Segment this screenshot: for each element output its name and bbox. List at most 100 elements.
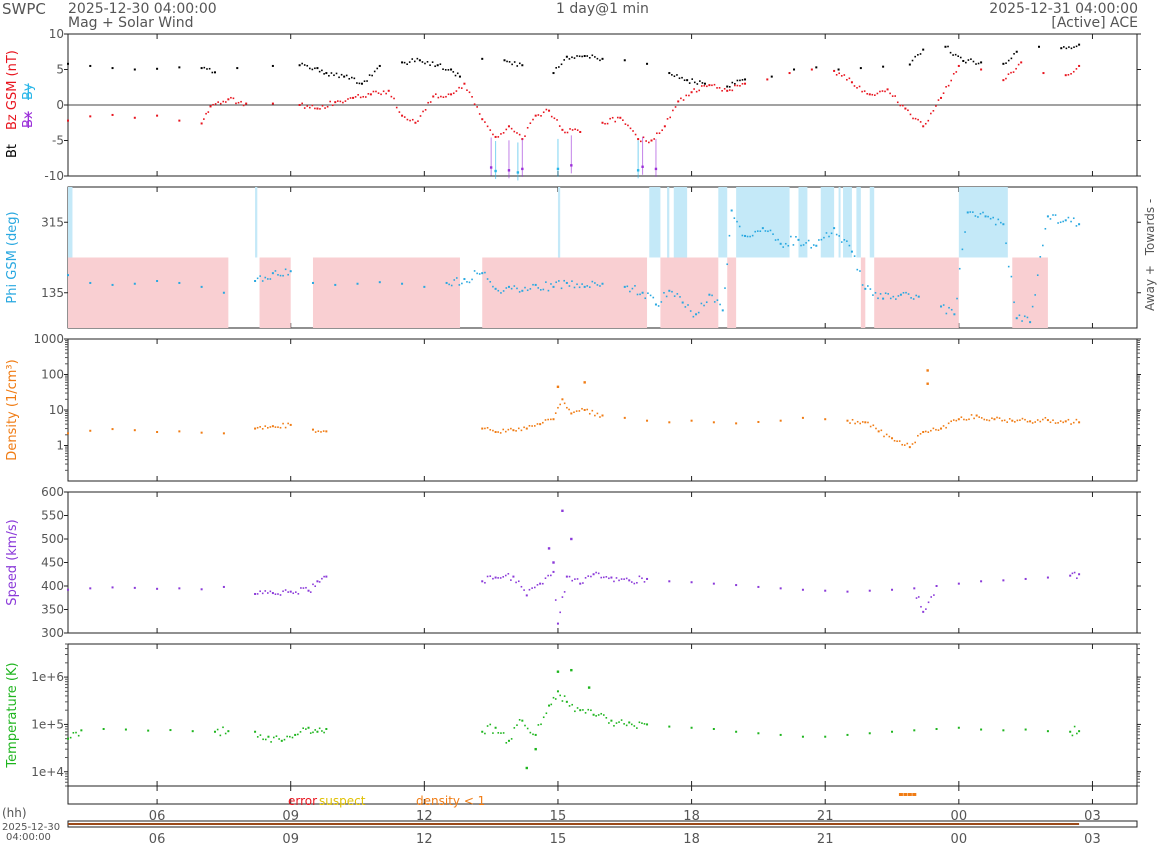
temperature-point: [191, 730, 194, 733]
bz-gsm-point: [471, 95, 473, 98]
bz-gsm-point: [788, 72, 791, 75]
phi-gsm-point: [261, 280, 264, 282]
phi-gsm-point: [1010, 275, 1013, 278]
bt-point: [366, 80, 368, 82]
bz-gsm-point: [532, 118, 534, 121]
density-point: [963, 418, 965, 421]
y-tick-label: 350: [41, 603, 64, 617]
towards-sector-band: [667, 187, 670, 258]
panel-flags: [67, 785, 1138, 805]
bz-gsm-point: [401, 114, 404, 117]
bt-point: [444, 69, 447, 71]
speed-point: [497, 577, 499, 579]
phi-gsm-point: [882, 297, 885, 300]
phi-gsm-point: [966, 211, 969, 214]
bt-point: [954, 53, 957, 56]
phi-gsm-point: [800, 244, 802, 247]
temperature-point: [623, 723, 625, 725]
speed-point: [610, 576, 613, 579]
density-point: [922, 431, 925, 434]
density-point: [1026, 420, 1029, 423]
bt-point: [917, 54, 919, 56]
panel-density: 1000 100 10 1 Density (1/cm³): [5, 332, 1141, 482]
bt-point: [481, 57, 484, 60]
density-point: [581, 407, 583, 410]
speed-point: [927, 601, 930, 604]
phi-gsm-point: [815, 244, 818, 247]
bz-gsm-point: [225, 101, 227, 103]
bz-gsm-point: [372, 90, 375, 93]
bz-gsm-point: [669, 116, 672, 119]
phi-gsm-point: [1021, 320, 1023, 322]
phi-gsm-point: [466, 281, 468, 283]
bz-gsm-point: [526, 126, 529, 129]
phi-axis-label: Phi GSM (deg): [5, 211, 20, 303]
density-point: [993, 418, 996, 421]
bt-point: [959, 56, 962, 59]
density-point: [578, 410, 581, 412]
end-time-label: 2025-12-31 04:00:00: [989, 1, 1138, 17]
temperature-point: [524, 724, 526, 727]
bz-gsm-point: [637, 138, 640, 141]
temperature-point: [286, 735, 288, 738]
speed-point: [269, 590, 272, 593]
bz-gsm-point: [395, 106, 398, 109]
phi-gsm-point: [665, 295, 668, 298]
speed-point: [222, 585, 225, 588]
bz-gsm-point: [843, 74, 846, 76]
bz-gsm-point: [133, 116, 136, 119]
bt-point: [980, 61, 983, 64]
phi-gsm-point: [586, 285, 589, 287]
bz-gsm-point: [698, 89, 701, 92]
bz-gsm-point: [364, 96, 367, 98]
phi-gsm-point: [889, 297, 892, 300]
phi-gsm-point: [539, 289, 542, 291]
temperature-point: [636, 727, 638, 729]
density-point: [779, 419, 782, 422]
bt-point: [815, 66, 818, 69]
bz-gsm-point: [708, 84, 711, 87]
speed-point: [571, 579, 574, 582]
speed-point: [1071, 572, 1074, 575]
density-point: [690, 419, 693, 422]
phi-gsm-point: [133, 282, 136, 285]
away-sector-band: [312, 257, 460, 328]
bt-point: [1063, 46, 1065, 48]
density-point: [515, 430, 517, 432]
density-point: [960, 416, 963, 419]
density-point: [885, 433, 888, 436]
flags-marks: [898, 793, 917, 796]
temperature-point: [913, 729, 916, 732]
hour-tick-label: 15: [550, 832, 567, 846]
bz-gsm-point: [349, 97, 352, 99]
density-point: [957, 418, 960, 421]
speed-point: [913, 587, 916, 590]
bt-point: [513, 61, 516, 63]
temperature-point: [559, 694, 561, 697]
temperature-point: [600, 712, 603, 715]
bz-gsm-point: [314, 107, 316, 110]
outlier-point: [926, 382, 929, 385]
speed-point: [600, 576, 603, 579]
phi-gsm-point: [695, 313, 698, 316]
phi-gsm-point: [565, 281, 568, 284]
density-point: [528, 425, 531, 427]
towards-sector-band: [718, 187, 728, 258]
speed-point: [294, 591, 297, 593]
phi-gsm-point: [568, 285, 571, 287]
phi-gsm-point: [992, 216, 994, 219]
speed-point: [620, 578, 623, 580]
phi-gsm-point: [1075, 225, 1078, 227]
bz-gsm-point: [417, 120, 419, 122]
temperature-point: [489, 723, 492, 726]
density-point: [935, 428, 937, 431]
temperature-point: [259, 734, 262, 736]
temperature-point: [597, 714, 600, 716]
speed-point: [638, 575, 641, 578]
temperature-point: [1071, 734, 1074, 737]
bt-point: [691, 78, 694, 80]
density-point: [978, 416, 980, 418]
phi-gsm-point: [825, 232, 828, 234]
phi-gsm-point: [1034, 294, 1036, 296]
bt-point: [452, 71, 455, 73]
